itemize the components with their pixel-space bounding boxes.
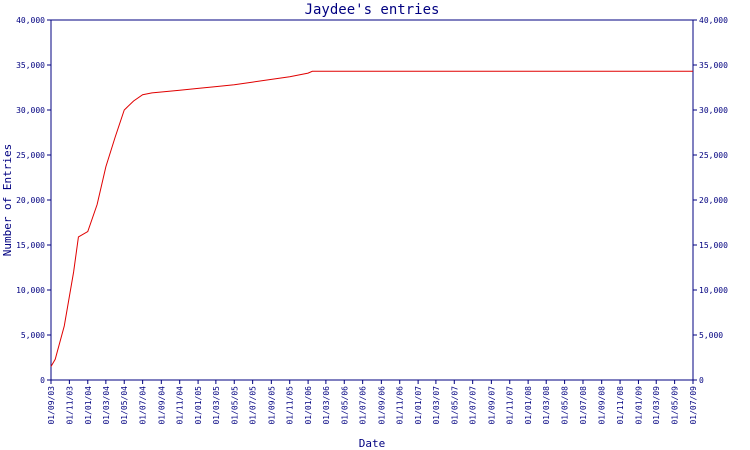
x-tick-label: 01/03/07 [432, 386, 441, 425]
x-tick-label: 01/11/04 [176, 386, 185, 425]
y-axis-label: Number of Entries [1, 144, 14, 257]
x-tick-label: 01/11/07 [506, 386, 515, 425]
x-tick-label: 01/11/08 [616, 386, 625, 425]
x-tick-label: 01/01/05 [194, 386, 203, 425]
y-tick-label-left: 40,000 [16, 16, 45, 25]
y-tick-label-left: 5,000 [21, 331, 45, 340]
x-tick-label: 01/05/04 [120, 386, 129, 425]
x-tick-label: 01/01/06 [304, 386, 313, 425]
entries-series-line [50, 70, 693, 367]
y-tick-label-right: 20,000 [699, 196, 728, 205]
chart-title: Jaydee's entries [305, 2, 440, 18]
y-tick-label-left: 30,000 [16, 106, 45, 115]
x-tick-label: 01/07/08 [579, 386, 588, 425]
x-tick-label: 01/03/04 [102, 386, 111, 425]
x-tick-label: 01/07/09 [689, 386, 698, 425]
x-tick-label: 01/05/09 [671, 386, 680, 425]
y-tick-label-right: 30,000 [699, 106, 728, 115]
x-tick-label: 01/01/04 [84, 386, 93, 425]
y-tick-label-right: 5,000 [699, 331, 723, 340]
y-tick-label-right: 0 [699, 376, 704, 385]
plot-area [50, 19, 694, 381]
x-tick-label: 01/03/06 [322, 386, 331, 425]
x-axis-label: Date [359, 437, 386, 450]
x-tick-label: 01/09/07 [487, 386, 496, 425]
x-tick-label: 01/07/05 [249, 386, 258, 425]
y-tick-label-left: 15,000 [16, 241, 45, 250]
x-tick-label: 01/07/06 [359, 386, 368, 425]
y-tick-label-left: 35,000 [16, 61, 45, 70]
x-tick-label: 01/07/07 [469, 386, 478, 425]
x-tick-label: 01/09/06 [377, 386, 386, 425]
y-tick-label-right: 25,000 [699, 151, 728, 160]
y-tick-label-left: 0 [40, 376, 45, 385]
x-tick-label: 01/11/06 [396, 386, 405, 425]
x-tick-label: 01/09/08 [598, 386, 607, 425]
x-tick-label: 01/01/09 [634, 386, 643, 425]
y-tick-label-right: 35,000 [699, 61, 728, 70]
x-tick-label: 01/03/05 [212, 386, 221, 425]
x-tick-label: 01/05/07 [450, 386, 459, 425]
x-tick-label: 01/05/05 [230, 386, 239, 425]
y-tick-label-left: 10,000 [16, 286, 45, 295]
x-tick-label: 01/03/08 [542, 386, 551, 425]
y-tick-label-left: 25,000 [16, 151, 45, 160]
x-tick-label: 01/09/03 [47, 386, 56, 425]
x-tick-label: 01/01/07 [414, 386, 423, 425]
x-tick-label: 01/11/05 [286, 386, 295, 425]
x-tick-label: 01/07/04 [139, 386, 148, 425]
x-tick-label: 01/11/03 [65, 386, 74, 425]
y-tick-label-left: 20,000 [16, 196, 45, 205]
x-tick-label: 01/09/05 [267, 386, 276, 425]
y-tick-label-right: 15,000 [699, 241, 728, 250]
x-tick-label: 01/09/04 [157, 386, 166, 425]
x-tick-label: 01/05/08 [561, 386, 570, 425]
x-tick-label: 01/01/08 [524, 386, 533, 425]
y-tick-label-right: 10,000 [699, 286, 728, 295]
y-tick-label-right: 40,000 [699, 16, 728, 25]
x-tick-label: 01/05/06 [340, 386, 349, 425]
x-tick-label: 01/03/09 [652, 386, 661, 425]
